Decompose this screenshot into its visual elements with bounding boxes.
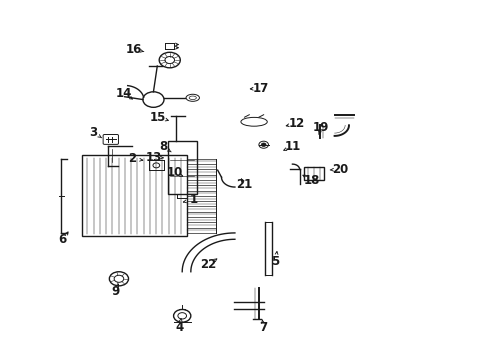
Text: 6: 6 [58,234,66,247]
Text: 12: 12 [288,117,305,130]
Text: 2: 2 [127,152,136,165]
Bar [304,167,323,180]
Text: 16: 16 [126,43,142,56]
Text: 1: 1 [190,193,198,206]
Text: 18: 18 [303,174,319,186]
Bar [81,155,186,237]
Text: 14: 14 [115,87,132,100]
Text: 22: 22 [200,258,216,271]
Text: 8: 8 [159,140,167,153]
Text: 10: 10 [166,166,183,179]
Text: 9: 9 [111,285,119,298]
Text: 13: 13 [145,150,161,163]
Circle shape [261,143,265,147]
Text: 21: 21 [236,178,252,191]
Text: 17: 17 [253,82,269,95]
Bar [167,141,196,194]
Text: 19: 19 [312,121,329,134]
Text: 5: 5 [271,255,279,267]
Text: 3: 3 [89,126,98,139]
Text: 15: 15 [150,111,166,124]
Text: 7: 7 [259,321,267,334]
Text: 4: 4 [175,321,183,334]
Text: 11: 11 [284,140,300,153]
Text: 20: 20 [331,163,348,176]
